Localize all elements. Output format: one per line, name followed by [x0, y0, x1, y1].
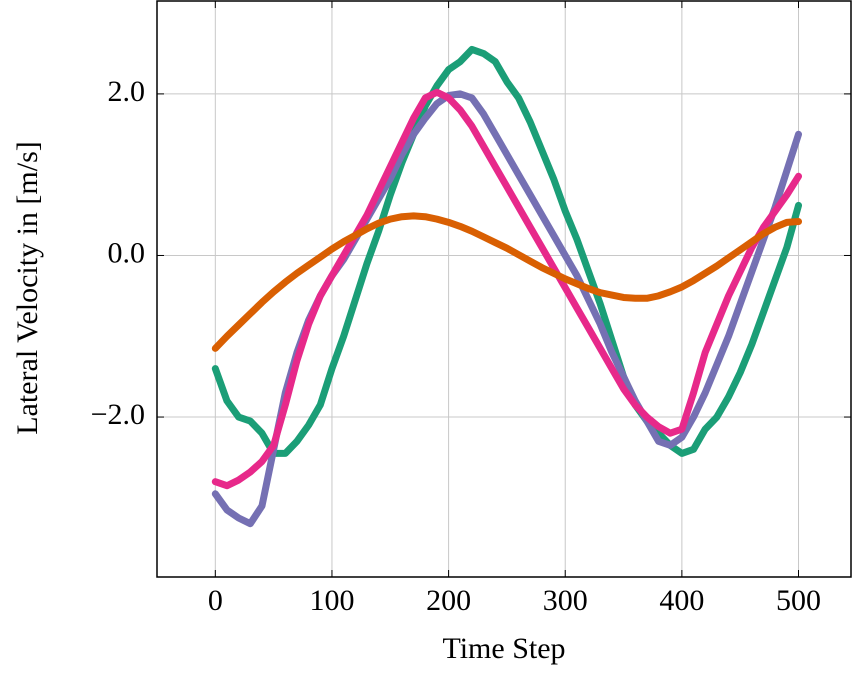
- series-line: [211, 88, 803, 490]
- x-tick-label: 100: [309, 584, 354, 617]
- series-line: [211, 212, 803, 352]
- x-axis-label: Time Step: [442, 632, 565, 665]
- x-tick-label: 200: [426, 584, 471, 617]
- plot-frame: [156, 0, 852, 578]
- x-tick-label: 500: [776, 584, 821, 617]
- x-tick-label: 300: [543, 584, 588, 617]
- y-tick-label: −2.0: [91, 398, 145, 431]
- series-line: [211, 90, 803, 528]
- y-axis-label: Lateral Velocity in [m/s]: [11, 141, 44, 435]
- y-tick-label: 0.0: [108, 236, 146, 269]
- x-tick-label: 0: [208, 584, 223, 617]
- y-tick-label: 2.0: [108, 75, 146, 108]
- series-line: [211, 45, 803, 457]
- x-tick-label: 400: [659, 584, 704, 617]
